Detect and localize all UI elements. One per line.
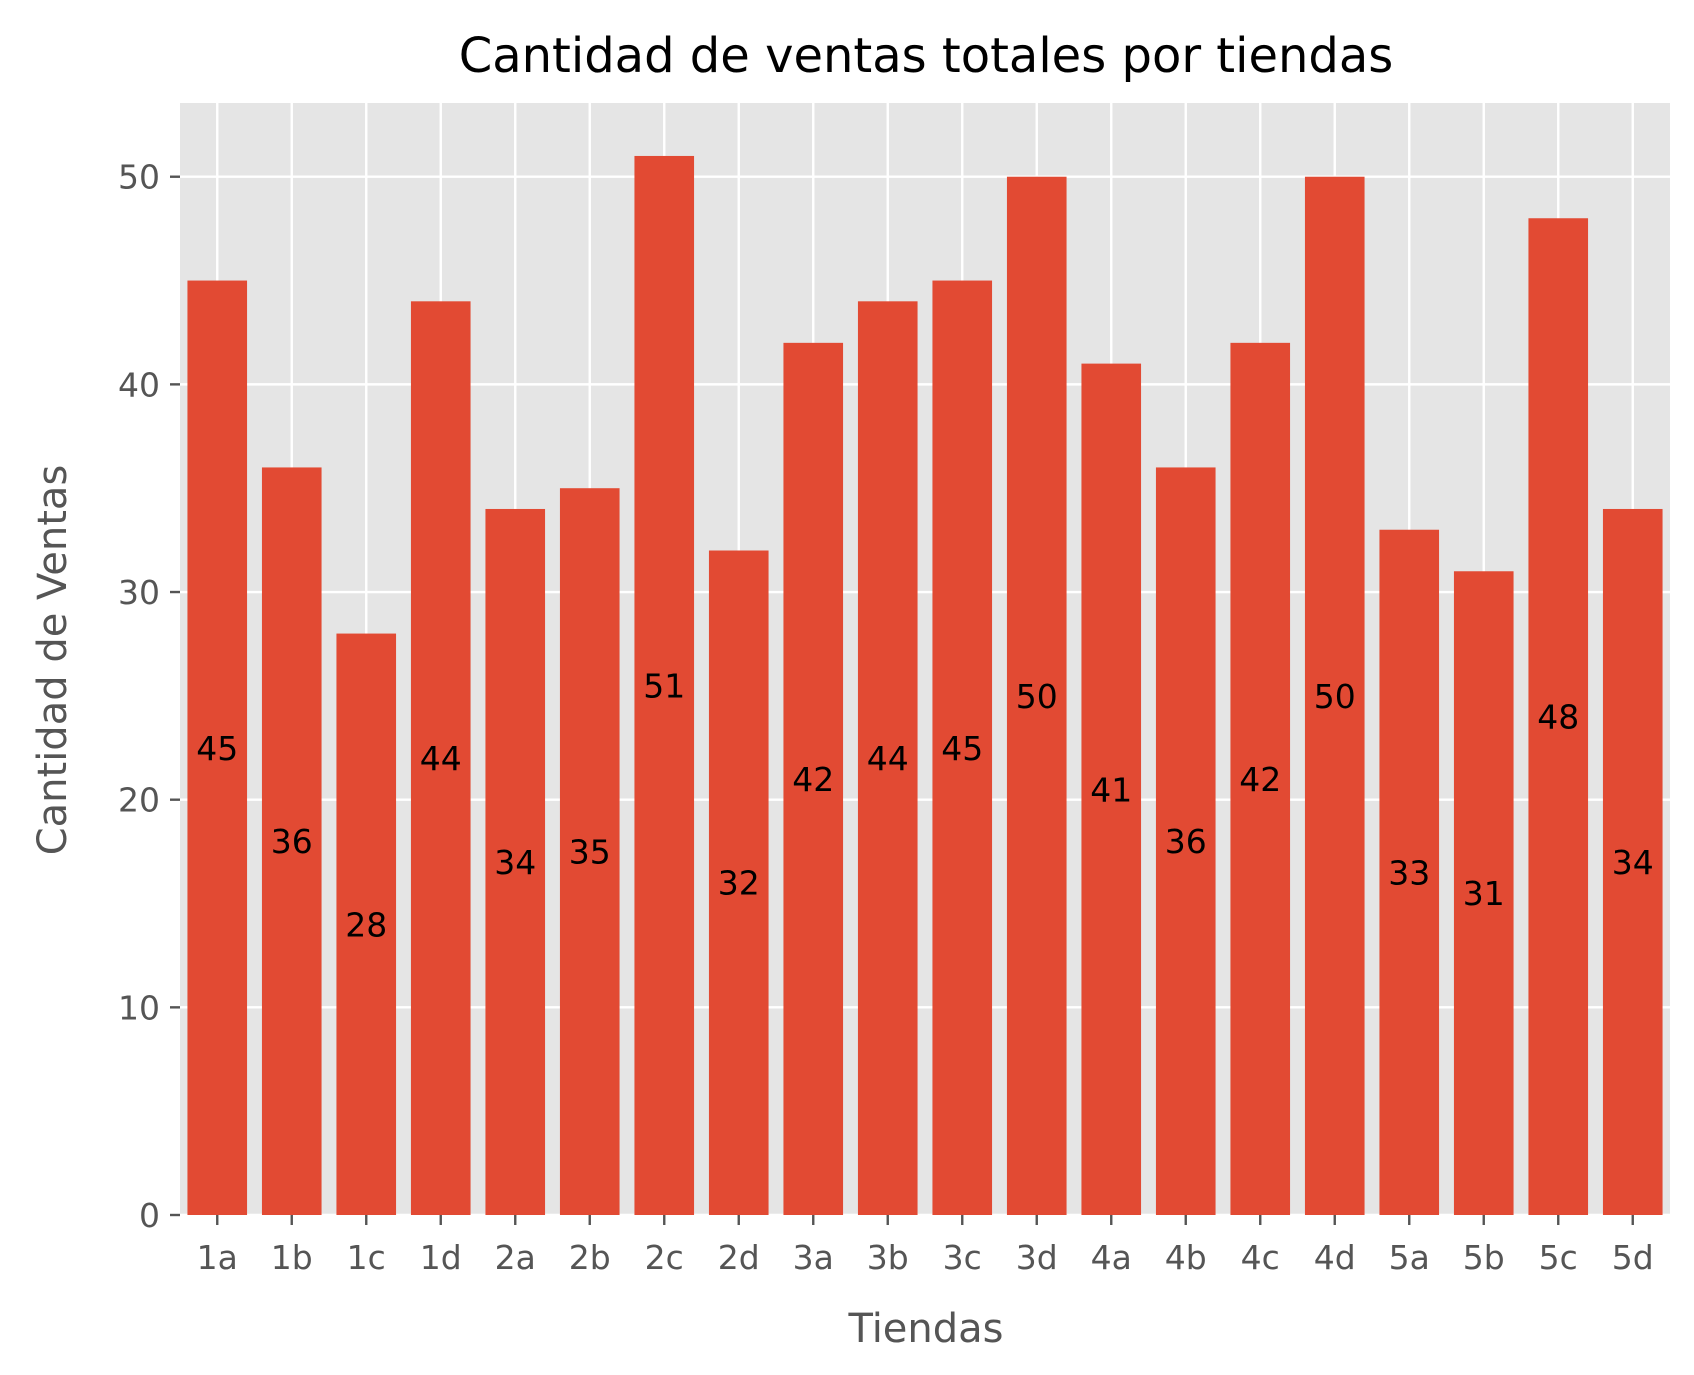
bar-4d — [1304, 176, 1365, 1215]
x-tick-label: 5a — [1389, 1238, 1430, 1277]
bar-1d — [410, 301, 471, 1215]
bar-label-3c: 45 — [941, 729, 983, 768]
x-tick-label: 3d — [1016, 1238, 1058, 1277]
x-tick-label: 3a — [793, 1238, 834, 1277]
bar-label-3b: 44 — [867, 739, 909, 778]
bar-label-4a: 41 — [1090, 770, 1132, 809]
bar-label-5a: 33 — [1388, 853, 1430, 892]
x-tick-label: 2b — [569, 1238, 611, 1277]
bar-2c — [634, 155, 695, 1215]
bars — [187, 155, 1663, 1216]
y-tick-label: 50 — [118, 158, 160, 197]
y-tick-label: 0 — [139, 1196, 160, 1235]
bar-2d — [708, 550, 769, 1215]
bar-label-4c: 42 — [1239, 760, 1281, 799]
bar-4a — [1081, 363, 1142, 1215]
y-tick-label: 10 — [118, 988, 160, 1027]
bar-label-4b: 36 — [1165, 822, 1207, 861]
x-axis-ticks: 1a 1b 1c 1d 2a 2b 2c 2d 3a 3b 3c 3d 4a 4b 4c 4d 5a 5b 5c 5d — [197, 1215, 1654, 1277]
x-tick-label: 5c — [1539, 1238, 1578, 1277]
x-tick-label: 4d — [1314, 1238, 1356, 1277]
bar-3a — [783, 342, 844, 1215]
bar-5c — [1528, 218, 1589, 1216]
bar-5d — [1602, 508, 1663, 1215]
x-tick-label: 1c — [347, 1238, 386, 1277]
bar-5b — [1453, 571, 1514, 1215]
x-tick-label: 5d — [1612, 1238, 1654, 1277]
x-tick-label: 2a — [495, 1238, 536, 1277]
y-axis-label: Cantidad de Ventas — [30, 465, 76, 856]
bar-1c — [336, 633, 397, 1215]
x-tick-label: 4c — [1241, 1238, 1280, 1277]
chart-title: Cantidad de ventas totales por tiendas — [459, 28, 1394, 84]
bar-label-2a: 34 — [494, 843, 536, 882]
bar-3c — [932, 280, 993, 1215]
x-tick-label: 4b — [1165, 1238, 1207, 1277]
y-tick-label: 20 — [118, 781, 160, 820]
bar-label-3a: 42 — [792, 760, 834, 799]
bar-label-5b: 31 — [1463, 874, 1505, 913]
bar-5a — [1379, 529, 1440, 1215]
bar-2b — [559, 488, 620, 1215]
x-tick-label: 3b — [867, 1238, 909, 1277]
bar-1b — [261, 467, 322, 1215]
bar-label-2c: 51 — [643, 666, 685, 705]
bar-label-3d: 50 — [1016, 677, 1058, 716]
y-tick-label: 40 — [118, 365, 160, 404]
bar-label-1a: 45 — [196, 729, 238, 768]
bar-label-4d: 50 — [1314, 677, 1356, 716]
bar-3b — [857, 301, 918, 1215]
bar-label-1b: 36 — [271, 822, 313, 861]
x-tick-label: 2c — [645, 1238, 684, 1277]
bar-value-labels: 45 36 28 44 34 35 51 32 42 44 45 50 41 36 42 50 33 31 48 34 — [196, 666, 1654, 944]
x-tick-label: 1a — [197, 1238, 238, 1277]
bar-label-1c: 28 — [345, 905, 387, 944]
x-tick-label: 3c — [943, 1238, 982, 1277]
x-tick-label: 1d — [420, 1238, 462, 1277]
bar-4c — [1230, 342, 1291, 1215]
x-axis-label: Tiendas — [847, 1306, 1003, 1352]
x-tick-label: 5b — [1463, 1238, 1505, 1277]
bar-label-1d: 44 — [420, 739, 462, 778]
y-tick-label: 30 — [118, 573, 160, 612]
bar-label-5d: 34 — [1612, 843, 1654, 882]
bar-label-2b: 35 — [569, 833, 611, 872]
bar-label-5c: 48 — [1537, 698, 1579, 737]
y-axis-ticks: 0 10 20 30 40 50 — [118, 158, 180, 1235]
x-tick-label: 1b — [271, 1238, 313, 1277]
x-tick-label: 4a — [1091, 1238, 1132, 1277]
bar-1a — [187, 280, 248, 1215]
plot-area — [180, 103, 1670, 1215]
x-tick-label: 2d — [718, 1238, 760, 1277]
bar-2a — [485, 508, 546, 1215]
bar-4b — [1155, 467, 1216, 1215]
bar-label-2d: 32 — [718, 864, 760, 903]
bar-3d — [1006, 176, 1067, 1215]
